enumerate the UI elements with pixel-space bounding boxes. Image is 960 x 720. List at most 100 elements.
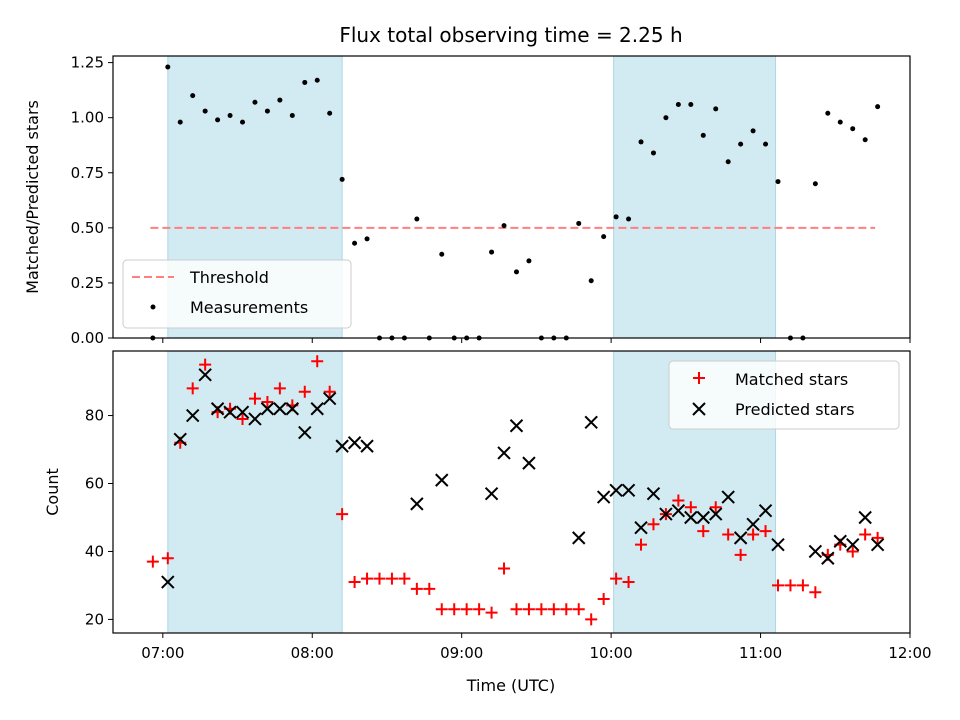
predicted-star-point [173,432,187,447]
predicted-star-points [161,368,885,589]
matched-star-point [635,538,648,551]
matched-star-point [423,582,436,595]
matched-star-point [722,528,735,541]
y-tick-label: 0.00 [71,329,104,347]
measurement-point [215,117,221,123]
predicted-star-point [596,490,611,504]
bottom-y-axis-label: Count [43,468,62,516]
matched-star-point [161,552,174,565]
predicted-legend-marker [692,402,706,416]
matched-star-point [311,355,324,368]
predicted-star-point [646,486,661,501]
y-tick-label: 60 [85,475,104,493]
matched-star-point [535,603,548,616]
predicted-star-point [746,517,760,531]
matched-star-point [784,579,797,592]
top-legend: Threshold Measurements [122,259,352,329]
measurement-point [339,176,345,182]
predicted-star-point [846,537,860,552]
predicted-star-point [335,439,349,453]
y-tick-label: 0.50 [71,219,104,237]
matched-legend-marker [693,372,705,384]
predicted-star-point [497,446,511,460]
matched-star-point [585,613,598,626]
predicted-star-point [509,419,524,433]
matched-star-point [323,385,336,398]
bottom-x-ticks: 07:00 08:00 09:00 10:00 11:00 12:00 [141,633,932,662]
matched-star-point [348,576,361,589]
measurement-point [501,223,507,229]
measurement-point [663,115,669,121]
predicted-star-point [185,408,200,423]
matched-star-point [734,548,747,561]
predicted-star-point [808,544,823,559]
measurement-point [302,79,308,85]
measurement-point [165,64,171,70]
y-tick-label: 80 [85,407,104,425]
measurement-point [675,101,681,107]
measurement-point [837,119,843,125]
measurement-point [588,278,594,284]
measurement-point [314,77,320,83]
predicted-star-point [659,507,673,521]
predicted-star-point [870,537,885,552]
predicted-star-point [609,483,623,498]
measurement-point [202,108,208,114]
matched-star-points [146,355,884,626]
measurement-point [650,150,656,156]
matched-star-point [473,603,486,616]
top-x-ticks [162,338,911,343]
measurement-point [526,258,532,264]
matched-star-point [361,572,374,585]
matched-star-point [684,501,697,514]
y-tick-label: 1.00 [71,109,104,127]
x-tick-label: 07:00 [141,644,184,662]
measurement-point [227,112,233,118]
predicted-star-point [484,486,499,501]
predicted-star-point [634,520,648,535]
x-tick-label: 08:00 [291,644,334,662]
predicted-star-point [733,531,748,545]
predicted-star-point [833,534,847,548]
measurement-point [688,101,694,107]
measurement-point [177,119,183,125]
x-axis-label: Time (UTC) [466,676,555,695]
predicted-star-point [210,402,225,416]
matched-star-point [298,385,311,398]
predicted-star-point [410,497,424,511]
predicted-star-point [310,402,324,416]
matched-star-point [410,582,423,595]
predicted-star-point [771,537,785,552]
measurements-legend-marker [150,304,156,310]
measurement-point [738,141,744,147]
predicted-star-point [322,391,337,406]
measurement-point [352,240,358,246]
measurement-point [713,106,719,112]
matched-star-point [498,562,511,575]
matched-star-point [273,382,286,395]
matched-star-point [522,603,535,616]
predicted-star-point [709,507,723,521]
measurement-point [364,236,370,242]
bottom-axes-frame [112,350,911,634]
y-tick-label: 1.25 [71,54,104,72]
bottom-legend-box [668,360,900,430]
measurement-point [264,108,270,114]
x-tick-label: 10:00 [590,644,633,662]
matched-star-point [771,579,784,592]
matched-star-point [622,576,635,589]
matched-star-point [672,494,685,507]
y-tick-label: 0.75 [71,164,104,182]
measurement-point [601,234,607,240]
predicted-star-point [161,575,175,589]
predicted-star-point [435,473,449,487]
predicted-star-point [260,402,275,416]
measurement-point [240,119,246,125]
measurement-point [576,220,582,226]
measurement-point [414,216,420,222]
predicted-star-point [621,483,636,498]
matched-star-point [560,603,573,616]
predicted-star-point [248,412,262,426]
predicted-star-point [584,415,598,430]
